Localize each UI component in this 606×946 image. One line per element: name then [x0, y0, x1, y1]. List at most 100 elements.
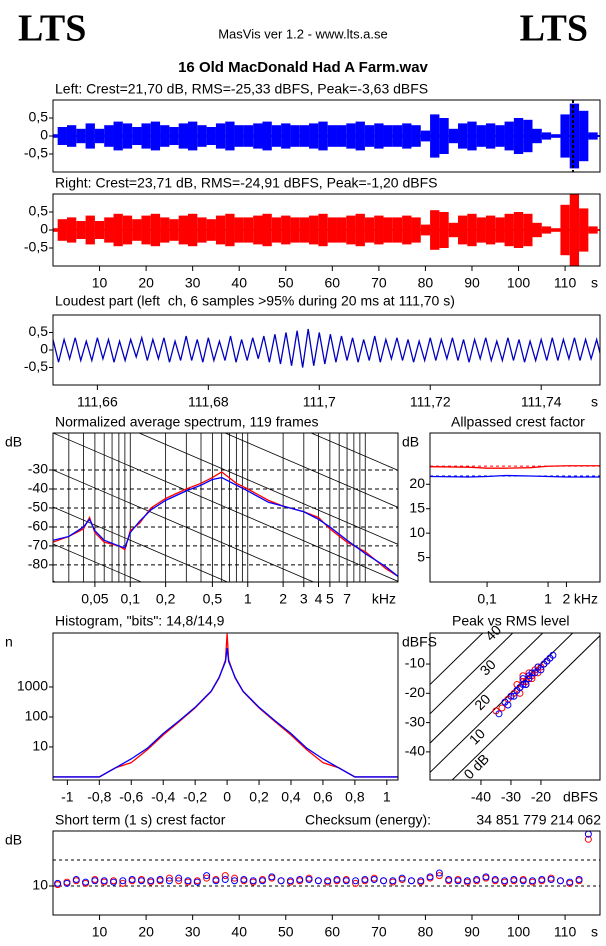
checksum-value: 34 851 779 214 062 — [476, 812, 601, 828]
checksum-label: Checksum (energy): — [305, 812, 431, 828]
data-point — [389, 877, 397, 885]
y-tick-label: 1000 — [17, 678, 48, 694]
data-point — [538, 875, 546, 883]
x-tick-label: 0,5 — [203, 591, 223, 607]
data-point — [268, 873, 276, 881]
x-tick-label: 1 — [383, 789, 391, 805]
data-point — [305, 875, 313, 883]
slope-line — [53, 655, 398, 803]
data-point — [463, 877, 471, 885]
plot-area — [53, 248, 398, 803]
panel: Left: Crest=21,70 dB, RMS=-25,33 dBFS, P… — [24, 81, 601, 173]
x-tick-label: 4 — [315, 591, 323, 607]
x-tick-label: -0,2 — [183, 789, 207, 805]
y-tick-label: -70 — [28, 537, 48, 553]
y-tick-label: 10 — [32, 738, 48, 754]
plot-frame — [52, 632, 399, 781]
data-point — [82, 878, 90, 886]
panel: Peak vs RMS level dBFS dBFS -10 -20 -30 -40 -40… — [402, 613, 601, 805]
data-point — [352, 877, 360, 885]
panel-title: Allpassed crest factor — [451, 414, 585, 430]
crest-line — [430, 633, 544, 744]
x-tick-label: -0,8 — [87, 789, 111, 805]
data-point — [361, 875, 369, 883]
data-point — [556, 877, 564, 885]
crest-line-label: 20 — [471, 691, 493, 713]
panel-title: Right: Crest=23,71 dB, RMS=-24,91 dBFS, … — [55, 175, 437, 191]
data-point — [324, 877, 332, 885]
data-point — [549, 651, 557, 659]
data-point — [407, 877, 415, 885]
data-point — [212, 877, 220, 885]
crest-line — [430, 633, 574, 773]
data-point — [156, 875, 164, 883]
plot-frame — [429, 632, 601, 781]
y-axis-label: dB — [5, 832, 22, 848]
y-tick-label: -60 — [28, 518, 48, 534]
data-point — [110, 878, 118, 886]
slope-line — [53, 618, 398, 766]
panel: Allpassed crest factor dB kHz 20 15 10 5 0,1 1 2 — [402, 414, 601, 607]
x-tick-label: 80 — [418, 924, 434, 940]
x-tick-label: 5 — [326, 591, 334, 607]
x-tick-label: 0,2 — [156, 591, 176, 607]
slope-line — [53, 506, 229, 582]
x-tick-label: 10 — [92, 275, 108, 291]
plot-frame — [429, 432, 601, 583]
x-tick-label: 30 — [185, 924, 201, 940]
x-tick-label: 0,8 — [345, 789, 365, 805]
data-line — [430, 465, 600, 469]
y-tick-label: 0 — [40, 221, 48, 237]
x-tick-label: 2 — [279, 591, 287, 607]
plot-area — [53, 328, 600, 368]
y-tick-label: -0,5 — [24, 358, 48, 374]
slope-line — [310, 433, 398, 471]
data-line — [53, 476, 398, 577]
y-tick-label: -20 — [405, 684, 425, 700]
data-line — [53, 471, 398, 577]
crest-line-label: 10 — [466, 725, 488, 747]
panel: Short term (1 s) crest factor dB s Checksum… — [5, 812, 601, 940]
data-point — [342, 877, 350, 885]
x-tick-label: 30 — [185, 275, 201, 291]
data-point — [296, 875, 304, 883]
data-point — [525, 675, 533, 683]
y-tick-label: -10 — [405, 655, 425, 671]
y-tick-label: 0 — [40, 127, 48, 143]
x-tick-label: 40 — [231, 924, 247, 940]
right-logo: LTS — [520, 8, 588, 50]
y-axis-label: n — [5, 634, 13, 650]
data-point — [165, 877, 173, 885]
data-point — [510, 692, 518, 700]
crest-line-label: 0 dB — [460, 751, 492, 783]
data-point — [482, 873, 490, 881]
x-tick-label: 0 — [223, 789, 231, 805]
y-tick-label: -30 — [28, 461, 48, 477]
slope-line — [138, 433, 398, 545]
data-point — [417, 877, 425, 885]
x-tick-label: 110 — [554, 275, 577, 291]
y-tick-label: 0,5 — [29, 323, 49, 339]
x-tick-label: 1 — [244, 591, 252, 607]
data-point — [531, 669, 539, 677]
plot-frame — [52, 432, 399, 583]
x-axis-label: kHz — [372, 591, 396, 607]
y-tick-label: 10 — [32, 877, 48, 893]
slope-line — [53, 248, 398, 396]
x-tick-label: -0,6 — [119, 789, 143, 805]
plot-frame — [52, 193, 601, 267]
slope-line — [53, 543, 143, 582]
data-point — [63, 879, 71, 887]
data-point — [507, 692, 515, 700]
data-point — [454, 877, 462, 885]
data-point — [398, 874, 406, 882]
data-point — [380, 877, 388, 885]
panel-title: Loudest part (left ch, 6 samples >95% du… — [55, 293, 455, 309]
plot-area — [53, 194, 600, 266]
plot-area — [53, 633, 398, 778]
data-point — [175, 874, 183, 882]
data-point — [435, 872, 443, 880]
slope-line — [53, 433, 398, 582]
data-point — [575, 875, 583, 883]
x-tick-label: 50 — [278, 275, 294, 291]
